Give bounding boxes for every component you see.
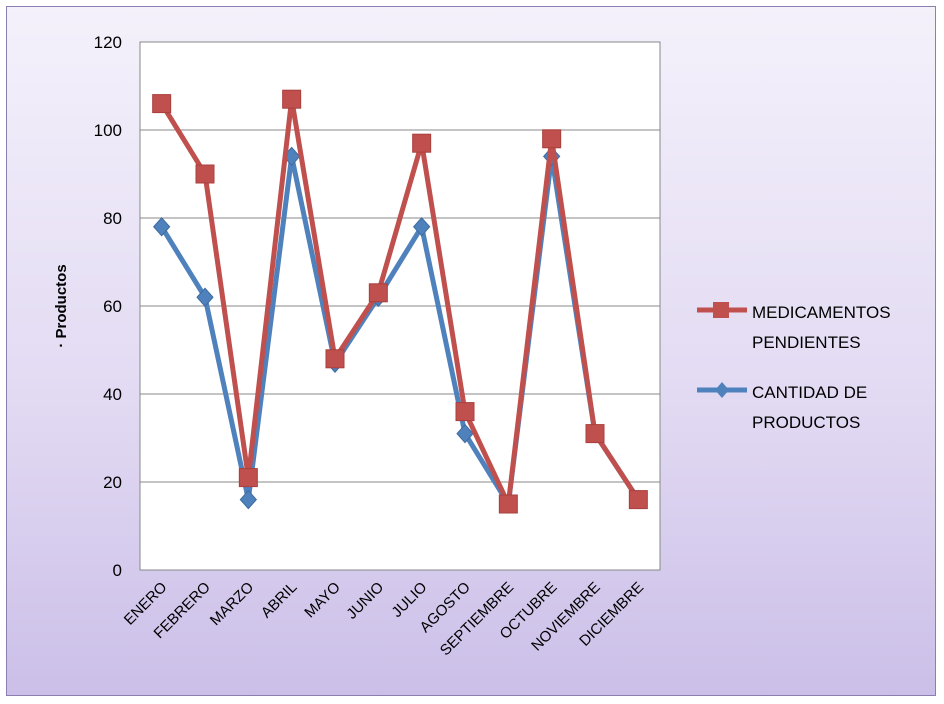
data-point — [195, 164, 215, 184]
x-tick-label: MARZO — [207, 579, 257, 629]
y-tick-label: 20 — [103, 473, 122, 492]
x-tick-label: JULIO — [388, 579, 430, 621]
legend-label: PENDIENTES — [752, 333, 861, 352]
series-layer — [152, 89, 648, 514]
data-point — [239, 489, 258, 510]
y-tick-label: 60 — [103, 297, 122, 316]
data-point — [412, 133, 432, 153]
data-point — [412, 217, 431, 237]
data-point — [456, 423, 474, 444]
data-point — [325, 349, 345, 369]
legend-marker — [713, 302, 729, 318]
y-tick-label: 100 — [94, 121, 122, 140]
data-point — [585, 424, 605, 444]
series-line — [159, 96, 641, 507]
y-axis-label: · Productos — [53, 264, 70, 347]
legend-marker — [715, 382, 729, 398]
data-point — [238, 468, 258, 488]
x-tick-label: JUNIO — [343, 579, 387, 623]
legend-label: MEDICAMENTOS — [752, 303, 891, 322]
data-point — [542, 129, 562, 149]
series-0 — [152, 89, 648, 514]
x-tick-label: MAYO — [301, 579, 343, 621]
legend-label: PRODUCTOS — [752, 413, 860, 432]
y-tick-label: 0 — [113, 561, 122, 580]
data-point — [196, 287, 214, 307]
data-point — [152, 217, 171, 237]
data-point — [282, 89, 302, 109]
legend-item: MEDICAMENTOS PENDIENTES — [697, 302, 891, 352]
data-point — [455, 402, 475, 422]
x-tick-label: ABRIL — [258, 579, 301, 622]
data-point — [368, 283, 388, 303]
y-tick-label: 40 — [103, 385, 122, 404]
data-point — [498, 494, 518, 514]
y-axis-ticks: 0 20 40 60 80 100 120 — [94, 33, 122, 580]
legend: MEDICAMENTOS PENDIENTES CANTIDAD DE PRODUCT… — [697, 302, 891, 432]
data-point — [152, 94, 172, 114]
data-point — [628, 490, 648, 510]
legend-item: CANTIDAD DE PRODUCTOS — [697, 382, 867, 432]
legend-label: CANTIDAD DE — [752, 383, 867, 402]
y-tick-label: 120 — [94, 33, 122, 52]
y-tick-label: 80 — [103, 209, 122, 228]
